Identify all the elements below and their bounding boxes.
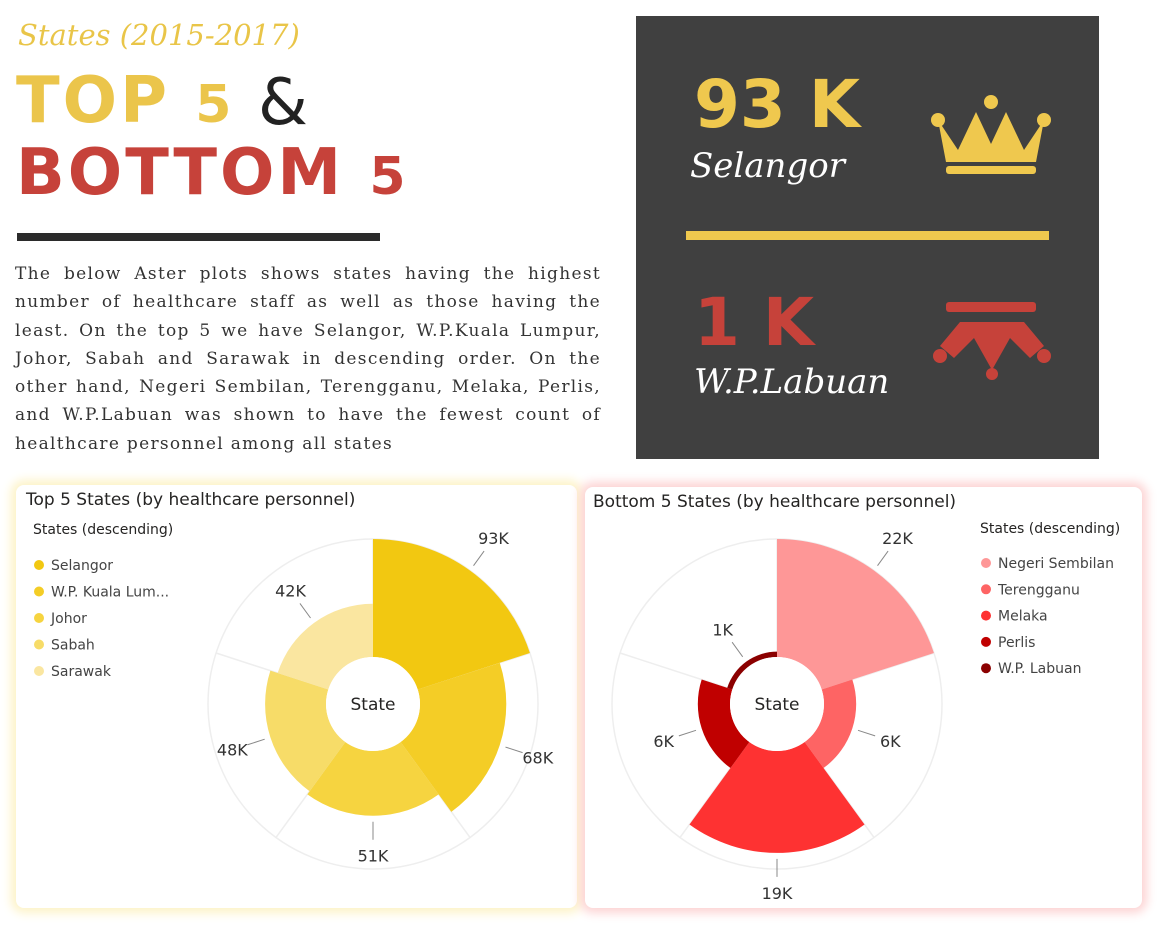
leader-line (877, 550, 889, 566)
aster-slice (804, 679, 857, 769)
leader-line (857, 729, 876, 737)
data-label: 42K (275, 582, 306, 601)
legend-label: Terengganu (997, 582, 1080, 598)
legend-marker (34, 639, 44, 650)
legend-label: Melaka (998, 609, 1048, 625)
legend-label: W.P. Kuala Lum... (51, 585, 169, 601)
description: The below Aster plots shows states havin… (15, 264, 601, 454)
center-hole (326, 657, 420, 751)
chart-card: Bottom 5 States (by healthcare personnel… (585, 487, 1142, 908)
bottom-state: W.P.Labuan (694, 362, 890, 402)
aster-slice (307, 742, 439, 816)
leader-line (247, 738, 265, 746)
top-word: TOP (16, 64, 170, 138)
chart-card: Top 5 States (by healthcare personnel) St… (16, 485, 577, 908)
chart-title: Top 5 States (by healthcare personnel) (25, 490, 355, 510)
divider (17, 233, 380, 241)
crown-icon (931, 95, 1051, 174)
title-bottom: BOTTOM 5 (16, 136, 409, 210)
data-label: 6K (653, 732, 674, 751)
data-label: 22K (882, 529, 913, 548)
legend-marker (34, 560, 44, 570)
leader-line (505, 746, 523, 754)
chart-title: Bottom 5 States (by healthcare personnel… (593, 492, 956, 512)
center-label: State (351, 695, 396, 715)
data-label: 1K (712, 620, 733, 639)
legend-label: Negeri Sembilan (998, 556, 1114, 572)
legend-label: Selangor (51, 558, 113, 574)
title-top: TOP 5 (16, 64, 234, 138)
legend-marker (981, 584, 991, 595)
aster-slice (689, 742, 865, 853)
legend-marker (981, 636, 991, 647)
sector-guide (619, 652, 733, 691)
ampersand: & (258, 66, 311, 140)
legend-label: Sarawak (51, 664, 112, 680)
aster-slice (727, 651, 777, 690)
inverted-crown-icon (933, 302, 1051, 380)
legend-marker (34, 586, 44, 597)
kpi-panel: 93 K Selangor 1 K W.P.Labuan (636, 16, 1099, 459)
data-label: 6K (880, 732, 901, 751)
leader-line (473, 550, 485, 566)
aster-slice (373, 539, 530, 690)
aster-chart: Bottom 5 States (by healthcare personnel… (593, 492, 1120, 903)
legend-marker (34, 666, 44, 676)
legend-marker (981, 558, 991, 568)
legend-label: Sabah (51, 638, 95, 654)
data-label: 68K (522, 749, 553, 768)
aster-chart: Top 5 States (by healthcare personnel) St… (25, 490, 554, 870)
legend-marker (981, 610, 991, 621)
data-label: 48K (217, 741, 248, 760)
sector-guide (821, 652, 935, 691)
data-label: 19K (762, 884, 793, 903)
bottom-value: 1 K (694, 284, 815, 361)
data-label: 51K (358, 847, 389, 866)
leader-line (731, 641, 744, 658)
legend-title: States (descending) (980, 521, 1120, 537)
legend-label: Perlis (998, 635, 1035, 651)
top-value: 93 K (694, 66, 860, 143)
leader-line (678, 729, 697, 737)
subtitle: States (2015-2017) (18, 18, 300, 52)
top-number: 5 (195, 75, 235, 135)
legend-marker (981, 663, 991, 674)
aster-slice (277, 603, 373, 690)
center-hole (730, 657, 824, 751)
center-label: State (755, 695, 800, 715)
aster-slice (265, 670, 346, 792)
legend-label: Johor (50, 611, 87, 627)
leader-line (299, 603, 311, 619)
bottom-word: BOTTOM (16, 136, 345, 210)
aster-slice (400, 662, 507, 812)
legend-label: W.P. Labuan (998, 661, 1081, 677)
bottom-number: 5 (369, 147, 409, 207)
kpi-divider (686, 231, 1049, 240)
top-state: Selangor (690, 146, 845, 186)
legend-title: States (descending) (33, 522, 173, 538)
aster-slice (697, 679, 750, 769)
aster-slice (777, 539, 934, 690)
data-label: 93K (478, 529, 509, 548)
legend-marker (34, 613, 44, 623)
